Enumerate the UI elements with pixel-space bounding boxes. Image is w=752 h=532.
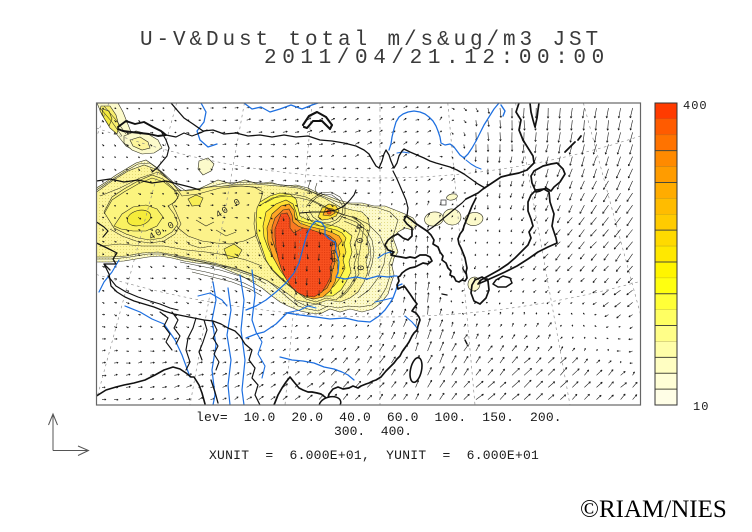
svg-text:300.: 300. bbox=[327, 241, 338, 274]
svg-text:40.0: 40.0 bbox=[353, 224, 366, 279]
